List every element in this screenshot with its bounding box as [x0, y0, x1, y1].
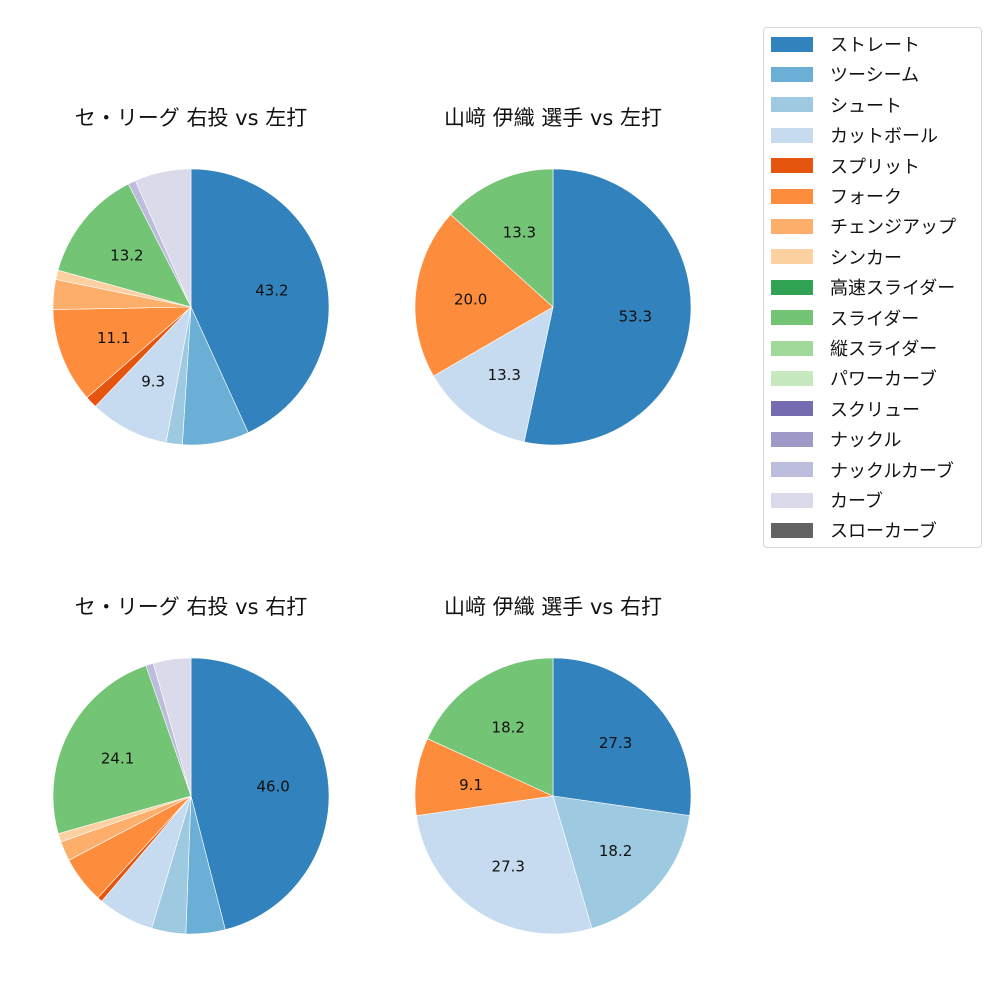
pie-slice: [552, 657, 692, 816]
legend-label: スプリット: [830, 156, 920, 178]
pie-slice: [414, 214, 554, 377]
pie-player-vs-right: 27.3 18.2 27.3 9.1 18.2: [414, 657, 692, 935]
legend-item: ツーシーム: [771, 64, 920, 87]
pie-league-vs-right: 46.0 24.1: [52, 657, 330, 935]
pie-slice: [450, 168, 554, 308]
legend-label: スライダー: [830, 308, 920, 330]
slice-label: 27.3: [492, 858, 525, 876]
pie-slice: [52, 665, 192, 835]
legend-swatch: [771, 462, 813, 478]
slice-label: 24.1: [101, 750, 134, 768]
legend-swatch: [771, 218, 813, 234]
legend-item: ナックルカーブ: [771, 460, 954, 482]
legend-swatch: [771, 340, 813, 356]
legend-label: カーブ: [830, 491, 883, 512]
legend-item: 縦スライダー: [771, 338, 938, 360]
legend-swatch: [771, 401, 813, 417]
legend-swatch: [771, 492, 813, 508]
chart-title-league-vs-right: セ・リーグ 右投 vs 右打: [74, 595, 308, 619]
pie-slice: [414, 738, 555, 816]
legend-item: シンカー: [771, 247, 902, 269]
legend-item: パワーカーブ: [771, 368, 937, 391]
legend-item: カーブ: [771, 490, 883, 512]
legend-item: カットボール: [771, 125, 938, 148]
pie-slice: [57, 183, 192, 308]
slice-label: 53.3: [619, 308, 652, 326]
legend-swatch: [771, 66, 813, 82]
pie-slice: [190, 168, 330, 433]
legend-swatch: [771, 370, 813, 386]
legend-label: 高速スライダー: [830, 278, 956, 300]
legend-label: パワーカーブ: [830, 369, 937, 391]
slice-label: 27.3: [599, 734, 632, 752]
pie-player-vs-left: 53.3 13.3 20.0 13.3: [414, 168, 692, 446]
legend-item: フォーク: [771, 186, 902, 208]
slice-label: 9.1: [459, 776, 483, 794]
pie-slice: [152, 657, 192, 797]
pie-slice: [433, 306, 554, 443]
chart-title-league-vs-left: セ・リーグ 右投 vs 左打: [74, 106, 308, 130]
legend-label: ナックル: [830, 430, 902, 452]
legend-label: シュート: [830, 95, 902, 117]
pie-slice: [523, 168, 692, 446]
chart-title-player-vs-left: 山﨑 伊織 選手 vs 左打: [443, 106, 663, 130]
legend-item: スプリット: [771, 156, 920, 178]
legend-label: ストレート: [830, 35, 920, 56]
legend-item: 高速スライダー: [771, 277, 956, 300]
legend-item: チェンジアップ: [771, 216, 956, 239]
legend-label: カットボール: [830, 126, 938, 148]
legend-swatch: [771, 431, 813, 447]
slice-label: 43.2: [255, 281, 288, 299]
chart-title-player-vs-right: 山﨑 伊織 選手 vs 右打: [443, 595, 663, 619]
legend-swatch: [771, 97, 813, 113]
legend-swatch: [771, 310, 813, 326]
pie-slice: [135, 168, 192, 308]
pie-slice: [552, 795, 690, 929]
legend-item: ナックル: [771, 429, 902, 452]
legend-label: ツーシーム: [830, 65, 920, 87]
legend-label: 縦スライダー: [830, 339, 938, 360]
legend-item: ストレート: [771, 34, 920, 56]
slice-label: 13.2: [110, 247, 143, 265]
legend-label: チェンジアップ: [830, 217, 956, 239]
pie-league-vs-left: 43.2 9.3 11.1 13.2: [52, 168, 330, 446]
slice-label: 20.0: [454, 290, 487, 308]
legend-swatch: [771, 158, 813, 174]
pie-slice: [190, 657, 330, 931]
legend-label: ナックルカーブ: [830, 460, 954, 482]
pie-slice: [416, 795, 593, 935]
legend-item: シュート: [771, 95, 902, 117]
legend-label: フォーク: [830, 187, 902, 208]
pie-slice: [94, 306, 192, 444]
slice-label: 46.0: [256, 778, 289, 796]
legend-label: スクリュー: [830, 399, 920, 421]
slice-label: 9.3: [141, 373, 165, 391]
legend-swatch: [771, 36, 813, 52]
legend-label: シンカー: [830, 247, 902, 269]
slice-label: 13.3: [488, 366, 521, 384]
slice-label: 13.3: [503, 223, 536, 241]
legend-swatch: [771, 522, 813, 538]
legend-item: スローカーブ: [771, 520, 937, 543]
pie-slice: [427, 657, 554, 797]
legend-item: スライダー: [771, 308, 920, 330]
slice-label: 18.2: [599, 842, 632, 860]
slice-label: 11.1: [97, 329, 130, 347]
legend-label: スローカーブ: [830, 521, 937, 543]
legend-swatch: [771, 188, 813, 204]
slice-label: 18.2: [492, 718, 525, 736]
legend: ストレートツーシームシュートカットボール スプリットフォークチェンジアップ シンカー…: [763, 27, 982, 548]
legend-item: スクリュー: [771, 399, 920, 421]
pie-slice: [52, 306, 192, 399]
legend-swatch: [771, 249, 813, 265]
legend-swatch: [771, 127, 813, 143]
legend-swatch: [771, 279, 813, 295]
